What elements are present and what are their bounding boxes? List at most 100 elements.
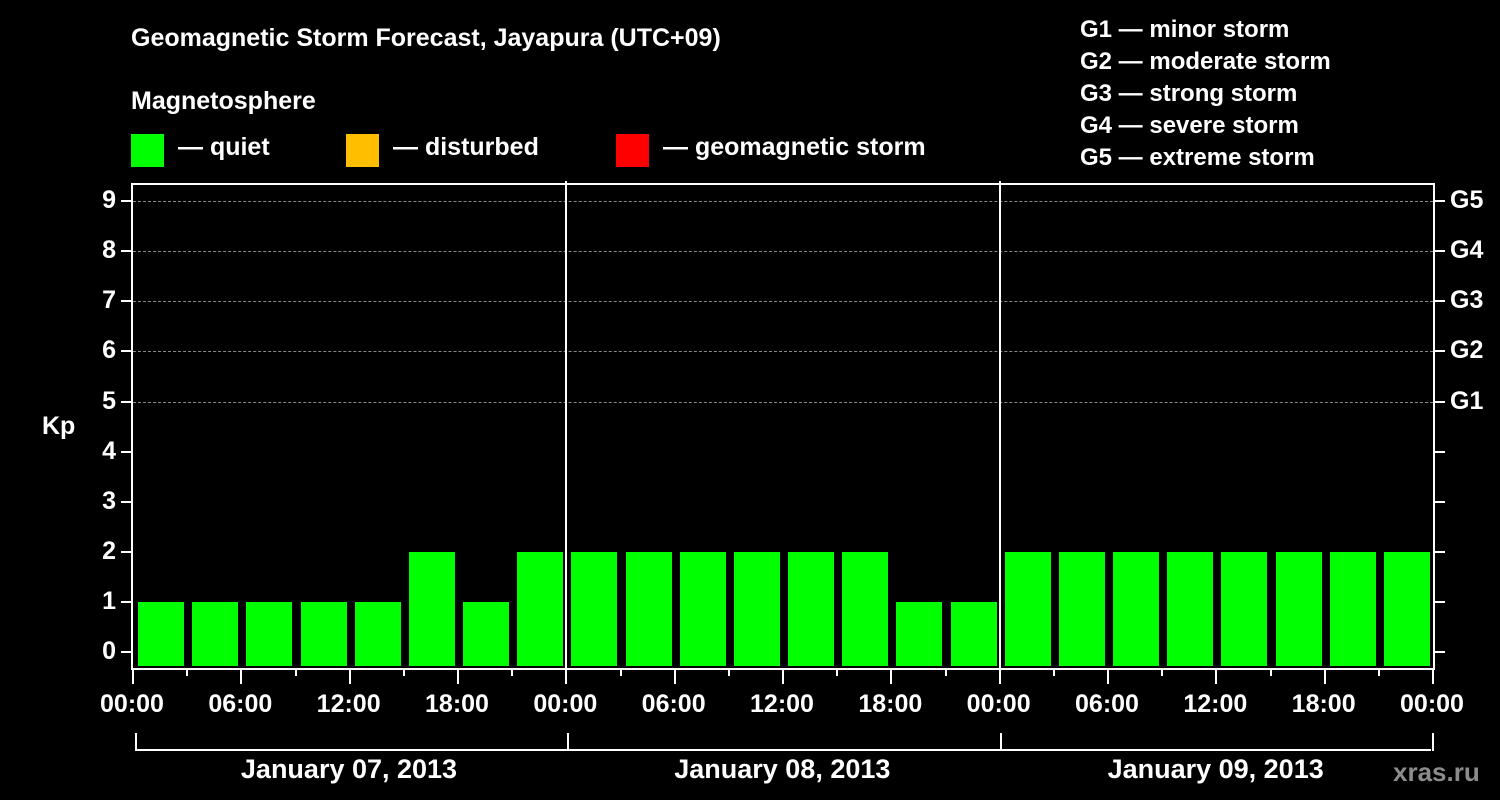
- y-tick-6: [121, 350, 131, 353]
- y-tick-right-9: [1435, 200, 1445, 203]
- legend-storm: — geomagnetic storm: [616, 133, 926, 167]
- y-tick-right-7: [1435, 300, 1445, 303]
- y-tick-label-3: 3: [102, 486, 116, 515]
- g1-legend: G1 — minor storm: [1080, 16, 1290, 43]
- y-tick-right-0: [1435, 651, 1445, 653]
- day-label: January 08, 2013: [674, 754, 891, 784]
- y-tick-1: [121, 600, 131, 603]
- x-tick-minor: [619, 668, 622, 676]
- x-tick-label: 12:00: [1183, 690, 1248, 718]
- y-tick-label-5: 5: [102, 386, 116, 415]
- y-tick-right-5: [1435, 400, 1445, 403]
- kp-bar: [788, 551, 835, 666]
- kp-bar: [354, 601, 401, 666]
- g3-legend: G3 — strong storm: [1080, 80, 1298, 107]
- x-tick-major: [1432, 668, 1434, 684]
- x-tick-label: 00:00: [966, 690, 1031, 718]
- y-tick-label-6: 6: [102, 336, 116, 365]
- g-label-g3: G3: [1450, 286, 1484, 315]
- kp-bar: [1058, 551, 1105, 666]
- x-tick-major: [457, 668, 459, 684]
- x-tick-major: [348, 668, 351, 684]
- y-tick-label-7: 7: [102, 286, 116, 315]
- x-tick-minor: [1269, 668, 1272, 676]
- y-tick-9: [121, 200, 131, 203]
- x-tick-minor: [294, 668, 297, 676]
- x-tick-label: 12:00: [316, 690, 381, 718]
- disturbed-swatch: [346, 134, 379, 167]
- x-tick-major: [565, 668, 568, 684]
- day-label: January 07, 2013: [240, 754, 458, 784]
- day-bracket-tick: [135, 733, 137, 751]
- day-bracket: [135, 749, 1431, 751]
- x-tick-label: 12:00: [750, 690, 814, 718]
- legend-disturbed-label: — disturbed: [393, 133, 539, 161]
- x-tick-label: 00:00: [100, 690, 164, 718]
- x-tick-major: [240, 668, 243, 684]
- x-tick-minor: [402, 668, 405, 676]
- y-tick-label-8: 8: [102, 236, 116, 265]
- legend-quiet: — quiet: [131, 133, 270, 167]
- day-bracket-tick: [567, 733, 570, 751]
- legend-storm-label: — geomagnetic storm: [663, 133, 926, 161]
- gridline-8: [133, 251, 1433, 253]
- g-scale-legend: G1 — minor storm G2 — moderate storm G3 …: [1080, 14, 1331, 174]
- kp-bar: [842, 551, 889, 666]
- kp-bar: [896, 601, 943, 666]
- day-bracket-tick: [999, 733, 1002, 751]
- y-tick-right-8: [1435, 250, 1445, 253]
- y-tick-right-3: [1435, 500, 1445, 503]
- kp-bar: [1167, 551, 1214, 666]
- x-tick-minor: [511, 668, 514, 676]
- kp-bar: [517, 551, 564, 666]
- gridline-9: [133, 201, 1433, 203]
- y-tick-7: [121, 300, 131, 303]
- legend-disturbed: — disturbed: [346, 133, 539, 167]
- x-tick-label: 18:00: [1291, 690, 1356, 718]
- x-tick-label: 00:00: [533, 690, 598, 718]
- y-tick-0: [121, 651, 131, 653]
- y-tick-3: [121, 500, 131, 503]
- kp-bar: [679, 551, 726, 666]
- kp-bar: [1221, 551, 1268, 666]
- kp-bar: [625, 551, 672, 666]
- g-label-g4: G4: [1450, 236, 1484, 265]
- kp-bar: [571, 551, 618, 666]
- x-tick-major: [132, 668, 134, 684]
- day-divider: [565, 181, 568, 668]
- x-tick-minor: [186, 668, 189, 676]
- x-tick-minor: [727, 668, 730, 676]
- x-tick-major: [998, 668, 1001, 684]
- kp-bar: [408, 551, 455, 666]
- quiet-swatch: [131, 134, 164, 167]
- y-tick-right-1: [1435, 600, 1445, 603]
- g4-legend: G4 — severe storm: [1080, 112, 1299, 139]
- gridline-6: [133, 351, 1433, 353]
- y-axis-label: Kp: [42, 412, 76, 440]
- kp-bar: [1329, 551, 1376, 666]
- x-tick-minor: [944, 668, 947, 676]
- kp-bar: [1383, 551, 1430, 666]
- x-tick-major: [890, 668, 893, 684]
- y-tick-4: [121, 450, 131, 453]
- g2-legend: G2 — moderate storm: [1080, 48, 1331, 75]
- day-label: January 09, 2013: [1107, 754, 1324, 784]
- kp-bar: [733, 551, 780, 666]
- kp-bar: [1275, 551, 1322, 666]
- y-tick-label-4: 4: [102, 436, 116, 465]
- x-tick-label: 18:00: [425, 690, 489, 718]
- x-tick-minor: [1161, 668, 1164, 676]
- kp-bar: [246, 601, 293, 666]
- x-tick-minor: [836, 668, 839, 676]
- day-divider: [998, 181, 1001, 668]
- kp-bar: [300, 601, 347, 666]
- y-tick-right-6: [1435, 350, 1445, 353]
- x-tick-label: 18:00: [858, 690, 923, 718]
- g5-legend: G5 — extreme storm: [1080, 144, 1315, 171]
- y-tick-right-2: [1435, 550, 1445, 553]
- x-tick-minor: [1052, 668, 1055, 676]
- y-tick-right-4: [1435, 450, 1445, 453]
- y-tick-label-2: 2: [102, 536, 116, 565]
- x-tick-label: 00:00: [1400, 690, 1464, 718]
- storm-swatch: [616, 134, 649, 167]
